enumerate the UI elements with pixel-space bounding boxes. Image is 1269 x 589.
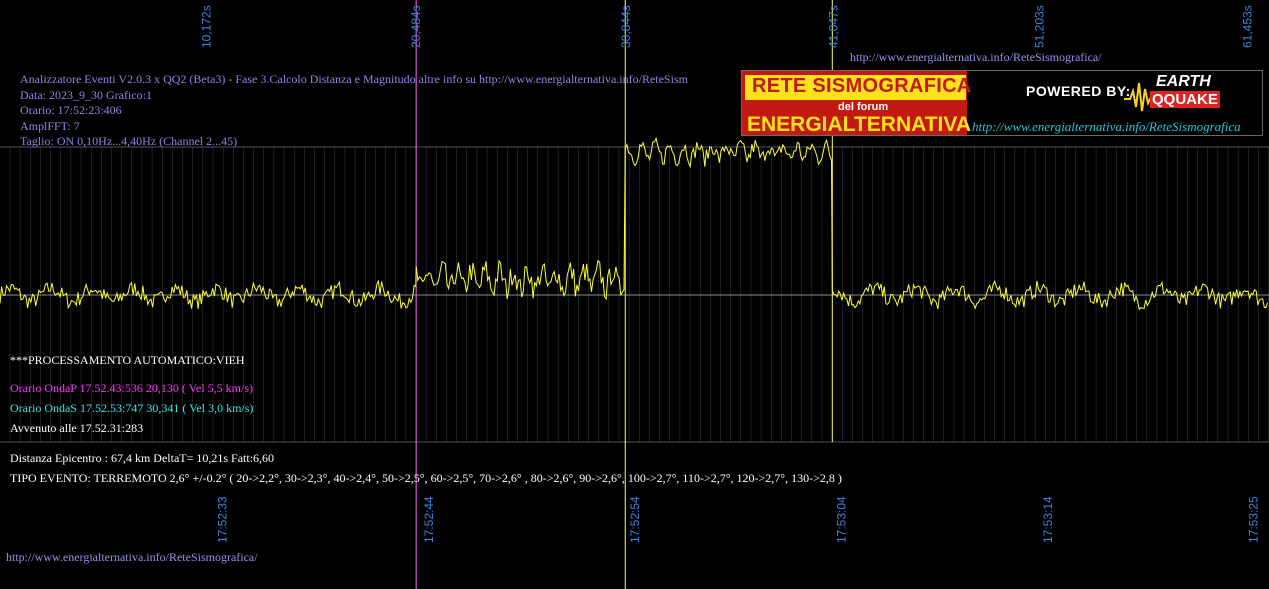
onda-p-line: Orario OndaP 17.52.43:536 20,130 ( Vel 5… bbox=[10, 381, 253, 395]
top-tick-label: 61,453s bbox=[1240, 5, 1254, 48]
bottom-tick-label: 17:52:44 bbox=[422, 496, 436, 543]
banner-title: RETE SISMOGRAFICA bbox=[752, 75, 972, 97]
date-line: Data: 2023_9_30 Grafico:1 bbox=[20, 87, 152, 102]
filter-line: Taglio: ON 0,10Hz...4,40Hz (Channel 2...… bbox=[20, 134, 238, 148]
banner-url[interactable]: http://www.energialternativa.info/ReteSi… bbox=[972, 119, 1241, 134]
analyzer-info-block: Analizzatore Eventi V2.0.3 x QQ2 (Beta3)… bbox=[20, 72, 688, 150]
top-url-text[interactable]: http://www.energialternativa.info/ReteSi… bbox=[850, 50, 1102, 64]
seismograph-logo-icon bbox=[1124, 82, 1160, 112]
time-line: Orario: 17:52:23:406 bbox=[20, 103, 122, 117]
top-tick-label: 30,844s bbox=[619, 5, 633, 48]
top-tick-label: 51,203s bbox=[1032, 5, 1046, 48]
signal-trace bbox=[0, 136, 1268, 311]
bottom-tick-label: 17:53:25 bbox=[1247, 496, 1261, 543]
bottom-tick-label: 17:53:14 bbox=[1041, 496, 1055, 543]
analyzer-title: Analizzatore Eventi V2.0.3 x QQ2 (Beta3)… bbox=[20, 72, 688, 86]
rete-sismografica-banner[interactable]: RETE SISMOGRAFICA del forum ENERGIALTERN… bbox=[741, 70, 1263, 136]
banner-yellow-strip bbox=[745, 75, 966, 100]
banner-subtitle: del forum bbox=[838, 101, 889, 113]
bottom-tick-label: 17:52:33 bbox=[215, 496, 229, 543]
powered-by-label: POWERED BY: bbox=[1026, 83, 1131, 99]
bottom-url-text[interactable]: http://www.energialternativa.info/ReteSi… bbox=[6, 550, 258, 564]
bottom-tick-label: 17:53:04 bbox=[834, 496, 848, 543]
bottom-tick-label: 17:52:54 bbox=[628, 496, 642, 543]
top-tick-label: 20,484s bbox=[409, 5, 423, 48]
epicenter-distance-line: Distanza Epicentro : 67,4 km DeltaT= 10,… bbox=[10, 451, 275, 465]
banner-forum-name: ENERGIALTERNATIVA bbox=[747, 113, 971, 136]
auto-processing-label: ***PROCESSAMENTO AUTOMATICO:VIEH bbox=[10, 353, 245, 367]
event-time-line: Avvenuto alle 17.52.31:283 bbox=[10, 421, 144, 435]
event-type-line: TIPO EVENTO: TERREMOTO 2,6° +/-0.2° ( 20… bbox=[10, 471, 842, 485]
top-tick-label: 41,047s bbox=[826, 5, 840, 48]
quake-logo-text: QQUAKE bbox=[1150, 91, 1220, 108]
ampl-line: AmplFFT: 7 bbox=[20, 118, 80, 133]
earth-logo-text: EARTH bbox=[1156, 73, 1211, 90]
onda-s-line: Orario OndaS 17.52.53:747 30,341 ( Vel 3… bbox=[10, 401, 254, 415]
top-tick-label: 10,172s bbox=[199, 5, 213, 48]
